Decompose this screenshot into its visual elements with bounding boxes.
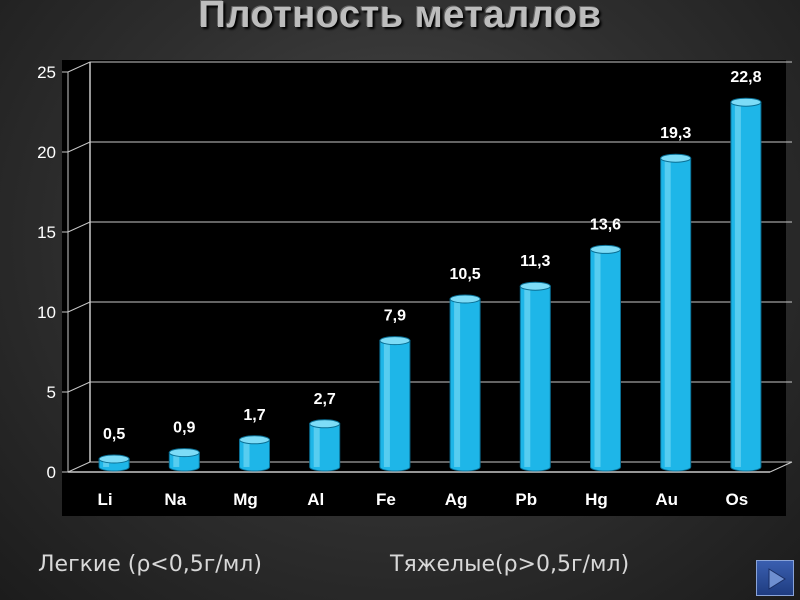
bar-top — [730, 97, 762, 107]
bar-li — [98, 454, 130, 472]
next-slide-button[interactable] — [756, 560, 794, 596]
bar-highlight — [103, 459, 110, 467]
y-tick-label: 20 — [37, 143, 56, 162]
y-tick-label: 5 — [47, 383, 56, 402]
gridline — [67, 141, 792, 153]
play-right-icon — [768, 568, 786, 590]
data-labels: 0,5 0,9 1,7 2,7 7,9 10,5 11,3 13,6 19,3 22,8 — [103, 69, 762, 443]
y-axis-tick-labels: 0 5 10 15 20 25 — [37, 63, 56, 482]
bars — [98, 97, 762, 472]
x-tick-label-au: Au — [655, 490, 678, 509]
x-tick-label-na: Na — [164, 490, 186, 509]
x-tick-label-hg: Hg — [585, 490, 608, 509]
bar-pb — [519, 281, 551, 472]
bar-body — [309, 423, 341, 472]
floor-right-edge — [769, 461, 793, 473]
data-label-os: 22,8 — [730, 69, 761, 86]
x-tick-label-mg: Mg — [233, 490, 258, 509]
data-label-hg: 13,6 — [590, 216, 621, 233]
bar-body — [168, 452, 200, 472]
bar-body — [379, 340, 411, 472]
bar-highlight — [594, 249, 601, 467]
bar-highlight — [313, 423, 320, 467]
bar-mg — [239, 435, 270, 472]
bar-highlight — [734, 102, 741, 467]
data-label-au: 19,3 — [660, 125, 691, 142]
x-tick-label-fe: Fe — [376, 490, 396, 509]
x-tick-label-ag: Ag — [445, 490, 468, 509]
gridlines — [62, 61, 792, 473]
y-tick-label: 15 — [37, 223, 56, 242]
bar-body — [660, 157, 692, 472]
bar-top — [98, 454, 130, 464]
y-tick-label: 25 — [37, 63, 56, 82]
bar-highlight — [243, 439, 250, 467]
gridline — [67, 61, 792, 73]
bar-highlight — [383, 340, 390, 467]
y-tick-label: 0 — [47, 463, 56, 482]
x-tick-label-os: Os — [726, 490, 749, 509]
bar-highlight — [454, 299, 461, 467]
bar-body — [239, 439, 270, 472]
data-label-li: 0,5 — [103, 426, 125, 443]
bar-top — [379, 336, 411, 346]
x-tick-label-pb: Pb — [515, 490, 537, 509]
data-label-na: 0,9 — [173, 420, 195, 437]
x-tick-label-li: Li — [98, 490, 113, 509]
x-axis-tick-labels: Li Na Mg Al Fe Ag Pb Hg Au Os — [98, 490, 749, 509]
bar-top — [519, 281, 551, 291]
data-label-pb: 11,3 — [520, 253, 550, 270]
gridline — [67, 381, 792, 393]
floor-left-edge — [67, 461, 91, 473]
bar-top — [168, 448, 200, 458]
x-tick-label-al: Al — [307, 490, 324, 509]
bar-body — [730, 101, 762, 472]
bar-top — [309, 419, 341, 429]
bar-top — [239, 435, 270, 445]
data-label-fe: 7,9 — [384, 308, 406, 325]
bar-fe — [379, 336, 411, 472]
bar-na — [168, 448, 200, 472]
gridline — [67, 221, 792, 233]
bar-os — [730, 97, 762, 472]
data-label-mg: 1,7 — [243, 407, 265, 424]
data-label-al: 2,7 — [314, 391, 336, 408]
data-label-ag: 10,5 — [450, 266, 481, 283]
bar-au — [660, 153, 692, 472]
caption-heavy-metals: Тяжелые(ρ>0,5г/мл) — [390, 552, 630, 577]
slide-title: Плотность металлов — [198, 0, 602, 36]
bar-highlight — [524, 286, 531, 467]
bar-body — [449, 298, 481, 472]
y-tick-label: 10 — [37, 303, 56, 322]
caption-light-metals: Легкие (ρ<0,5г/мл) — [38, 552, 262, 577]
bar-top — [590, 244, 621, 254]
bar-hg — [590, 244, 621, 472]
bar-top — [660, 153, 692, 163]
bar-highlight — [664, 158, 671, 467]
bar-highlight — [173, 452, 180, 467]
bar-ag — [449, 294, 481, 472]
gridline — [67, 301, 792, 313]
bar-top — [449, 294, 481, 304]
bar-al — [309, 419, 341, 472]
bar-body — [590, 248, 621, 472]
bar-body — [519, 285, 551, 472]
